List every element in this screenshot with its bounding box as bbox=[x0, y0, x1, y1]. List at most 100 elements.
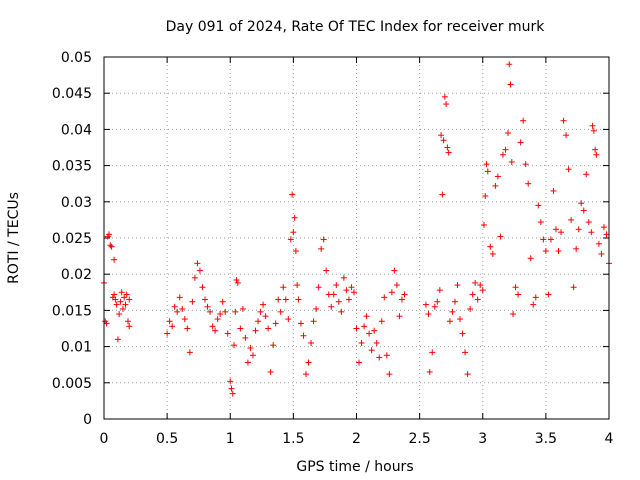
data-point bbox=[438, 132, 445, 139]
data-point bbox=[443, 101, 450, 108]
data-point bbox=[106, 231, 113, 238]
data-point bbox=[219, 298, 226, 305]
data-point bbox=[297, 320, 304, 327]
data-point bbox=[108, 243, 115, 250]
data-point bbox=[189, 298, 196, 305]
data-point bbox=[532, 294, 539, 301]
x-tick-label: 3.5 bbox=[535, 431, 557, 447]
data-point bbox=[386, 371, 393, 378]
data-point bbox=[212, 327, 219, 334]
data-point bbox=[598, 250, 605, 257]
data-point bbox=[462, 349, 469, 356]
data-point bbox=[494, 173, 501, 180]
data-point bbox=[295, 296, 302, 303]
data-point bbox=[176, 294, 183, 301]
data-point bbox=[202, 296, 208, 303]
data-point bbox=[451, 298, 458, 305]
data-point bbox=[517, 139, 524, 146]
data-point bbox=[313, 305, 320, 312]
data-point bbox=[464, 371, 471, 378]
data-point bbox=[481, 221, 488, 228]
plot-frame bbox=[103, 56, 610, 420]
data-point bbox=[174, 308, 181, 315]
data-point bbox=[426, 368, 433, 375]
data-point bbox=[558, 229, 565, 236]
data-point bbox=[305, 359, 312, 366]
y-tick-label: 0.04 bbox=[61, 122, 92, 138]
data-point bbox=[487, 243, 494, 250]
data-point bbox=[590, 127, 597, 134]
data-point bbox=[527, 255, 534, 262]
x-tick-label: 0.5 bbox=[156, 431, 178, 447]
data-point bbox=[255, 318, 262, 325]
y-tick-label: 0.025 bbox=[52, 231, 92, 247]
data-point bbox=[593, 151, 600, 158]
data-point bbox=[540, 236, 547, 243]
data-point bbox=[340, 274, 347, 281]
data-point bbox=[600, 224, 607, 231]
data-point bbox=[512, 284, 519, 291]
data-point bbox=[361, 323, 368, 330]
data-point bbox=[552, 226, 559, 233]
data-point bbox=[169, 323, 176, 330]
data-point bbox=[232, 308, 239, 315]
data-point bbox=[510, 311, 517, 318]
data-point bbox=[489, 250, 496, 257]
data-point bbox=[290, 229, 297, 236]
data-point bbox=[112, 296, 119, 303]
data-point bbox=[454, 282, 461, 289]
data-point bbox=[371, 327, 378, 334]
data-point bbox=[422, 301, 429, 308]
y-tick-label: 0.01 bbox=[61, 340, 92, 356]
data-point bbox=[457, 316, 464, 323]
data-point bbox=[291, 214, 298, 221]
data-point bbox=[436, 287, 443, 294]
data-point bbox=[280, 284, 287, 291]
data-point bbox=[116, 311, 123, 318]
data-point bbox=[242, 334, 249, 341]
data-point bbox=[184, 325, 191, 332]
data-point bbox=[191, 274, 198, 281]
data-point bbox=[179, 305, 186, 312]
data-points bbox=[101, 61, 612, 397]
data-point bbox=[580, 207, 587, 214]
data-point bbox=[111, 291, 118, 298]
data-point bbox=[111, 256, 118, 263]
data-point bbox=[325, 291, 332, 298]
data-point bbox=[376, 354, 383, 361]
data-point bbox=[445, 149, 452, 156]
data-point bbox=[166, 318, 173, 325]
data-point bbox=[282, 296, 289, 303]
data-point bbox=[589, 122, 596, 129]
data-point bbox=[244, 359, 251, 366]
data-point bbox=[537, 219, 544, 226]
data-point bbox=[440, 137, 447, 144]
data-point bbox=[506, 61, 513, 68]
y-tick-label: 0.015 bbox=[52, 303, 92, 319]
data-point bbox=[318, 245, 325, 252]
data-point bbox=[373, 339, 380, 346]
data-point bbox=[547, 236, 554, 243]
data-point bbox=[118, 289, 125, 296]
data-point bbox=[196, 267, 203, 274]
data-point bbox=[181, 316, 188, 323]
data-point bbox=[525, 180, 532, 187]
y-tick-label: 0.035 bbox=[52, 159, 92, 175]
data-point bbox=[338, 308, 345, 315]
data-point bbox=[204, 303, 211, 310]
data-point bbox=[303, 371, 309, 378]
data-point bbox=[272, 320, 279, 327]
data-point bbox=[530, 301, 537, 308]
data-point bbox=[467, 305, 474, 312]
data-point bbox=[542, 248, 549, 255]
data-point bbox=[520, 117, 527, 124]
x-tick-label: 1 bbox=[226, 431, 235, 447]
data-point bbox=[401, 291, 408, 298]
y-axis-title: ROTI / TECUs bbox=[6, 192, 22, 284]
data-point bbox=[126, 323, 133, 330]
data-point bbox=[507, 81, 514, 88]
data-point bbox=[237, 325, 244, 332]
data-point bbox=[171, 303, 178, 310]
x-axis-title: GPS time / hours bbox=[296, 459, 413, 475]
data-point bbox=[249, 352, 256, 359]
